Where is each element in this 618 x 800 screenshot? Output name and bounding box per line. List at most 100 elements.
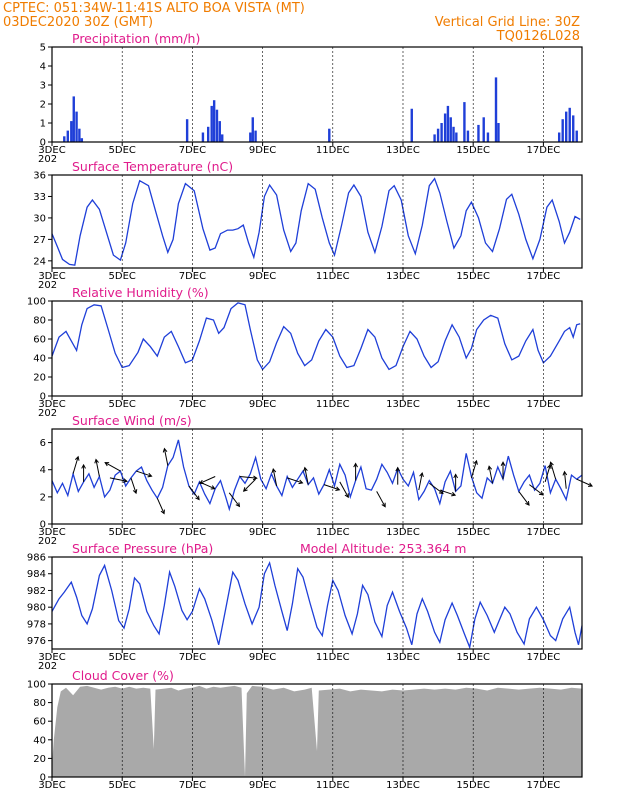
x-tick-label: 13DEC (386, 780, 420, 791)
wind-vector (418, 472, 423, 491)
wind-vector (550, 462, 557, 480)
wind-vector (576, 478, 593, 487)
wind-vector-head (122, 478, 128, 483)
humidity-series-line (51, 302, 581, 371)
y-tick-label: 984 (27, 569, 46, 580)
wind-vector-head (94, 458, 99, 464)
wind-vector (287, 477, 303, 484)
precip-bar (449, 117, 452, 142)
wind-vector (199, 476, 216, 484)
x-tick-label: 13DEC (386, 271, 420, 282)
precip-bar (212, 100, 216, 142)
x-tick-label: 7DEC (179, 399, 206, 410)
panel-frame (51, 174, 583, 269)
precip-bar (185, 119, 189, 142)
wind-vector-head (344, 493, 349, 499)
precip-bar (477, 124, 480, 142)
wind-vector-head (74, 455, 80, 461)
y-tick-label: 27 (33, 235, 46, 246)
precip-bar (466, 130, 470, 142)
x-tick-label: 15DEC (456, 652, 490, 663)
precip-bar (206, 126, 210, 142)
x-tick-label: 9DEC (249, 145, 276, 156)
x-year-label: 202 (38, 280, 57, 291)
y-tick-label: 1 (40, 119, 46, 130)
wind-vector-head (198, 479, 204, 485)
panel-title: Relative Humidity (%) (72, 285, 209, 300)
y-tick-label: 20 (33, 754, 46, 765)
y-tick-label: 5 (40, 43, 46, 54)
wind-vector (564, 471, 567, 489)
precip-bar (221, 134, 224, 142)
wind-vector-head (162, 447, 168, 453)
wind-vector-head (395, 466, 401, 472)
precip-bar (410, 108, 413, 142)
x-tick-label: 11DEC (316, 780, 350, 791)
wind-vector-head (147, 472, 153, 478)
wind-vector-head (381, 502, 386, 508)
y-tick-label: 986 (27, 553, 46, 564)
x-tick-label: 5DEC (109, 652, 136, 663)
panel-wind: Surface Wind (m/s) 0 2 4 6 3DEC 5DEC 7DEC 9DEC 11… (38, 413, 593, 547)
wind-vector-head (298, 479, 304, 485)
precip-bar (463, 102, 466, 142)
y-tick-label: 30 (33, 213, 46, 224)
x-tick-label: 13DEC (386, 399, 420, 410)
precip-bar (201, 132, 205, 142)
precip-bar (440, 123, 443, 142)
x-tick-label: 9DEC (249, 652, 276, 663)
precip-bar (557, 132, 561, 142)
wind-vector (130, 477, 137, 494)
precip-bar (455, 132, 458, 142)
wind-vector (470, 460, 478, 479)
wind-vector-head (487, 465, 493, 471)
wind-vector (136, 470, 152, 477)
precip-bar (494, 77, 498, 142)
pressure-series-line (51, 560, 583, 650)
x-tick-label: 11DEC (316, 399, 350, 410)
wind-vector-head (303, 466, 308, 472)
x-tick-label: 5DEC (109, 527, 136, 538)
wind-vector-head (500, 461, 506, 466)
x-tick-label: 5DEC (109, 145, 136, 156)
wind-vector-head (242, 487, 248, 492)
panel-frame (51, 300, 583, 397)
panel-title: Surface Pressure (hPa) (72, 541, 213, 556)
wind-vector (529, 484, 544, 496)
wind-vector-head (132, 489, 138, 495)
wind-vector-head (81, 463, 86, 469)
y-tick-label: 0 (40, 138, 46, 149)
x-tick-label: 15DEC (456, 271, 490, 282)
precip-bar (63, 136, 66, 142)
wind-vector-head (210, 485, 216, 490)
wind-vector-head (195, 495, 200, 501)
wind-vector (104, 462, 121, 472)
panel-title: Surface Wind (m/s) (72, 413, 192, 428)
x-tick-label: 9DEC (249, 780, 276, 791)
x-tick-label: 7DEC (179, 527, 206, 538)
precip-bar (436, 128, 440, 142)
wind-vector (188, 485, 200, 500)
x-tick-label: 9DEC (249, 527, 276, 538)
x-tick-label: 3DEC (38, 271, 65, 282)
wind-vector-head (588, 482, 593, 487)
wind-vector-head (453, 473, 458, 479)
wind-vector-head (252, 475, 258, 481)
y-tick-label: 980 (27, 603, 46, 614)
wind-vector-head (562, 470, 568, 476)
x-tick-label: 3DEC (38, 527, 65, 538)
panel-frame (51, 428, 583, 525)
x-tick-label: 11DEC (316, 271, 350, 282)
x-tick-label: 7DEC (179, 271, 206, 282)
precip-bar (561, 119, 564, 142)
y-tick-label: 2 (40, 100, 46, 111)
x-tick-label: 17DEC (527, 527, 561, 538)
x-tick-label: 9DEC (249, 271, 276, 282)
x-year-label: 202 (38, 154, 57, 165)
wind-vector-head (353, 462, 358, 468)
wind-vector (376, 491, 386, 507)
wind-vector-head (451, 491, 457, 497)
x-tick-label: 17DEC (527, 652, 561, 663)
wind-vector (228, 492, 240, 507)
panel-pressure: Surface Pressure (hPa) Model Altitude: 25… (27, 541, 583, 672)
